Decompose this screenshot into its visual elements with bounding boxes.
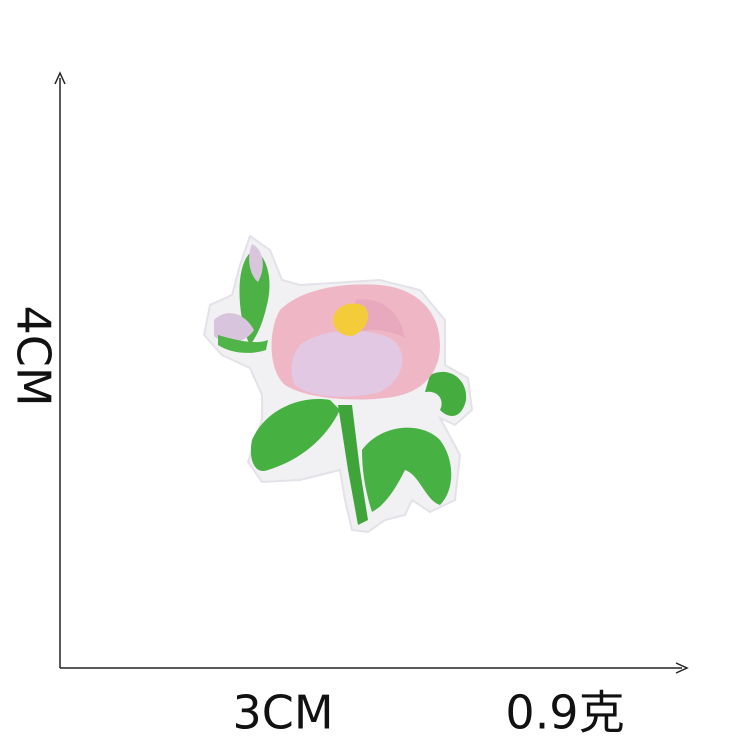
front-petal (291, 330, 403, 397)
height-label: 4CM (7, 305, 61, 406)
top-bud (249, 244, 263, 282)
inner-petal (355, 299, 405, 338)
side-sepal (218, 335, 268, 353)
small-leaf (425, 371, 467, 416)
stem (338, 405, 368, 525)
weight-label: 0.9克 (505, 686, 624, 740)
left-leaf (250, 399, 340, 471)
width-label: 3CM (232, 686, 333, 740)
flower-patch (202, 234, 474, 534)
side-bud (214, 313, 254, 343)
flower-center (332, 303, 368, 336)
height-arrow (54, 71, 66, 85)
right-leaf (362, 427, 452, 512)
width-arrow (675, 662, 689, 674)
